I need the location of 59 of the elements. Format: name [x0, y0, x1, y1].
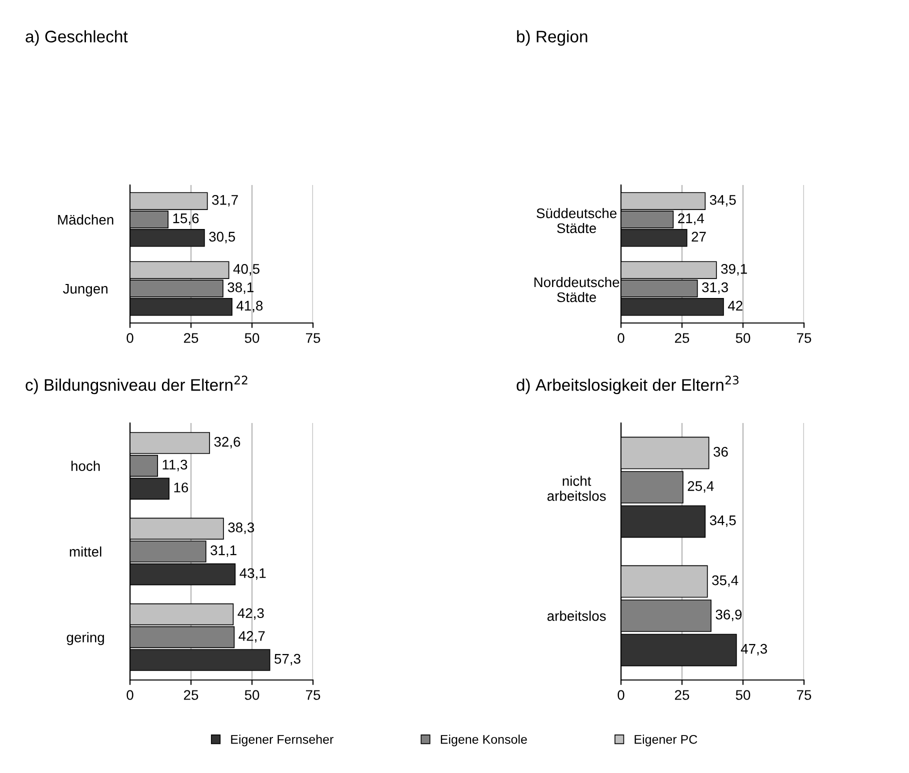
- data-label: 39,1: [721, 264, 747, 276]
- data-label: 36,9: [716, 610, 742, 622]
- data-label: 57,3: [274, 654, 300, 666]
- data-label: 25,4: [688, 481, 714, 493]
- data-label: 27: [692, 232, 706, 242]
- y-tick-label: arbeitslos: [547, 610, 606, 621]
- data-label: 15,6: [173, 213, 199, 225]
- x-tick-label: 75: [306, 333, 320, 343]
- chart-title: b) Region: [517, 30, 588, 46]
- x-tick-label: 25: [674, 333, 690, 343]
- x-tick-label: 50: [736, 690, 750, 700]
- chart-title: d) Arbeitslosigkeit der Eltern$^{23}$: [516, 376, 738, 394]
- data-label: 38,3: [228, 522, 254, 534]
- x-tick-label: 75: [306, 690, 320, 700]
- data-label: 35,4: [712, 575, 738, 587]
- data-label: 11,3: [162, 460, 188, 472]
- x-tick-label: 25: [184, 690, 198, 700]
- x-tick-label: 0: [126, 333, 134, 343]
- data-label: 41,8: [236, 300, 263, 312]
- data-label: 31,7: [212, 194, 238, 206]
- y-tick-label: Mädchen: [58, 214, 114, 225]
- y-tick-label: nicht arbeitslos: [547, 476, 606, 501]
- data-label: 21,4: [678, 213, 704, 225]
- data-label: 38,1: [228, 282, 254, 294]
- chart-title: c) Bildungsniveau der Eltern$^{22}$: [26, 376, 248, 394]
- data-label: 40,5: [233, 264, 260, 276]
- data-label: 47,3: [740, 644, 767, 656]
- data-label: 31,3: [702, 282, 728, 294]
- x-tick-label: 50: [244, 333, 260, 343]
- data-label: 43,1: [240, 568, 266, 580]
- data-label: 34,5: [710, 515, 736, 527]
- x-tick-label: 0: [126, 690, 134, 700]
- data-label: 34,5: [710, 194, 736, 206]
- x-tick-label: 0: [618, 333, 624, 343]
- y-tick-label: Jungen: [62, 284, 108, 296]
- data-label: 42,7: [238, 631, 265, 643]
- x-tick-label: 50: [736, 333, 750, 343]
- x-tick-label: 25: [184, 333, 198, 343]
- data-label: 42,3: [238, 608, 264, 620]
- x-tick-label: 75: [796, 690, 812, 700]
- y-tick-label: mittel: [70, 546, 102, 557]
- data-label: 42: [728, 300, 742, 310]
- legend-label: Eigener Fernseher: [231, 734, 334, 746]
- data-label: 16: [174, 482, 188, 492]
- y-tick-label: hoch: [71, 460, 100, 472]
- chart-title: a) Geschlecht: [26, 30, 128, 46]
- x-tick-label: 75: [796, 333, 812, 343]
- y-tick-label: Süddeutsche Städte: [536, 208, 616, 234]
- x-tick-label: 25: [674, 690, 690, 700]
- x-tick-label: 0: [618, 690, 624, 700]
- data-label: 36: [714, 446, 728, 457]
- legend-label: Eigener PC: [634, 734, 698, 746]
- data-label: 32,6: [214, 436, 240, 448]
- legend-label: Eigene Konsole: [440, 734, 527, 746]
- data-label: 31,1: [210, 545, 236, 557]
- y-tick-label: Norddeutsche Städte: [534, 276, 620, 302]
- data-label: 30,5: [209, 232, 236, 244]
- y-tick-label: gering: [66, 632, 104, 646]
- x-tick-label: 50: [244, 690, 260, 700]
